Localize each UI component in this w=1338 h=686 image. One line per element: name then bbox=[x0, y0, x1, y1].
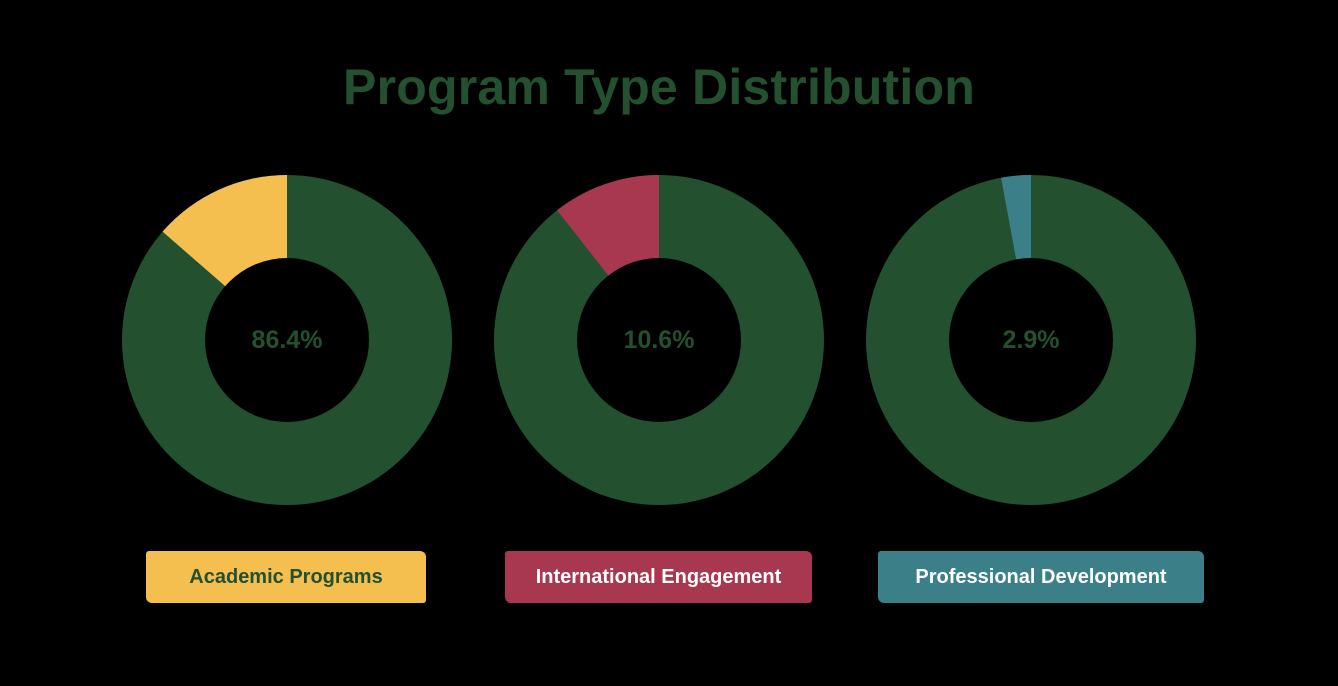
legend-label-professional-development: Professional Development bbox=[878, 551, 1204, 603]
donut-svg-international-engagement bbox=[494, 175, 824, 505]
donut-value-academic-programs: 86.4% bbox=[251, 326, 323, 354]
legend-label-international-engagement: International Engagement bbox=[505, 551, 812, 603]
donut-hole-international-engagement bbox=[577, 258, 741, 422]
donut-hole-professional-development bbox=[949, 258, 1113, 422]
donut-value-international-engagement: 10.6% bbox=[623, 326, 695, 354]
donut-chart-academic-programs: 86.4% bbox=[122, 175, 452, 505]
donut-svg-professional-development bbox=[866, 175, 1196, 505]
donut-chart-professional-development: 2.9% bbox=[866, 175, 1196, 505]
donut-hole-academic-programs bbox=[205, 258, 369, 422]
donut-chart-international-engagement: 10.6% bbox=[494, 175, 824, 505]
legend-label-academic-programs: Academic Programs bbox=[146, 551, 426, 603]
chart-title: Program Type Distribution bbox=[343, 59, 975, 115]
donut-svg-academic-programs bbox=[122, 175, 452, 505]
donut-value-professional-development: 2.9% bbox=[1002, 326, 1060, 354]
